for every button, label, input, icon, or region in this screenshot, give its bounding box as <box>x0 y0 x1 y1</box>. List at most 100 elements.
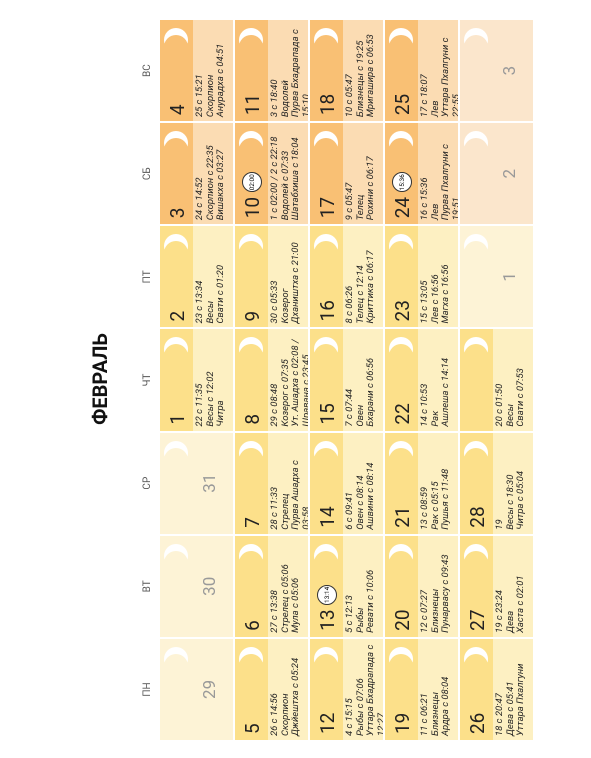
day-info: 9 с 05:47 Телец Рохини с 06:17 <box>343 123 379 224</box>
day-cell[interactable]: 4 25 с 15:21 Скорпион Анурадха с 04:51 <box>160 20 233 122</box>
day-number: 13 <box>316 609 339 631</box>
day-cell[interactable]: 25 17 с 18:07 Лев Уттара Пхалгуни с 22:55 <box>385 20 458 122</box>
info-line: 29 с 08:48 <box>269 383 280 427</box>
day-cell[interactable]: 20 с 01:50 Весы Свати с 07:53 <box>460 329 533 431</box>
day-cell[interactable]: 11 3 с 18:40 Водолей Пурва Бхадрапада с 15:… <box>235 20 308 122</box>
day-cell[interactable]: 27 19 с 23:24 Дева Хаста с 02:01 <box>460 535 533 637</box>
moon-icon <box>314 337 338 362</box>
info-line: Ашвини с 08:14 <box>365 462 376 530</box>
day-header: 16 <box>310 226 343 328</box>
day-header: 14 <box>310 432 343 534</box>
day-number: 18 <box>316 93 339 116</box>
info-line: 19 с 23:24 <box>494 590 505 633</box>
day-cell[interactable]: 17 9 с 05:47 Телец Рохини с 06:17 <box>310 123 383 225</box>
day-header: 7 <box>235 432 268 534</box>
day-number: 11 <box>241 93 264 116</box>
moon-icon <box>239 646 263 671</box>
day-cell[interactable]: 8 29 с 08:48 Козерог с 07:35 Ут. Ашадха с 0… <box>235 329 308 431</box>
day-number: 7 <box>241 517 264 528</box>
day-number: 19 <box>391 712 414 734</box>
day-info: 27 с 13:38 Стрелец с 05:06 Мула с 05:06 <box>268 536 304 637</box>
info-line: Уттара Пхалгуни <box>515 663 526 736</box>
day-cell[interactable]: 23 15 с 13:05 Лев с 16:56 Магха с 16:56 <box>385 226 458 328</box>
moon-icon <box>314 28 338 52</box>
day-info: 23 с 13:34 Весы Свати с 01:20 <box>193 226 229 327</box>
day-cell[interactable]: 19 11 с 06:21 Близнецы Ардра с 08:04 <box>385 638 458 740</box>
day-info: 6 с 09:41 Овен с 08:14 Ашвини с 08:14 <box>343 433 379 534</box>
info-line: 23 с 13:34 <box>194 280 205 324</box>
moon-icon <box>164 543 188 568</box>
day-cell[interactable]: 31 <box>160 432 233 534</box>
info-line: Рохини с 06:17 <box>365 156 376 221</box>
info-line: 19 <box>494 519 505 530</box>
info-line: 28 с 11:33 <box>269 486 280 530</box>
day-cell[interactable]: 29 <box>160 638 233 740</box>
day-cell[interactable]: 10 02:00 1 с 02:00 / 2 с 22:18 Водолей с 07… <box>235 123 308 225</box>
moon-icon <box>239 337 263 362</box>
info-line: Хаста с 02:01 <box>515 575 526 633</box>
day-cell[interactable]: 18 10 с 05:47 Близнецы с 19:25 Мригашира с … <box>310 20 383 122</box>
moon-icon <box>239 234 263 259</box>
day-cell[interactable]: 24 15:36 16 с 15:36 Лев Пурва Пхалгуни с 19:… <box>385 123 458 225</box>
day-cell[interactable]: 28 19 Весы с 18:30 Читра с 05:04 <box>460 432 533 534</box>
day-cell[interactable]: 2 <box>460 123 533 225</box>
day-cell[interactable]: 9 30 с 05:33 Козерог Дхаништха с 21:00 <box>235 226 308 328</box>
day-cell[interactable]: 5 26 с 14:56 Скорпион Джйештха с 05:24 <box>235 638 308 740</box>
info-line: 10 с 05:47 <box>344 74 355 118</box>
info-line: 7 с 07:44 <box>344 388 355 427</box>
info-line: 16 с 15:36 <box>419 177 430 221</box>
moon-icon <box>239 131 263 156</box>
day-cell[interactable]: 1 22 с 11:35 Весы с 12:02 Читра <box>160 329 233 431</box>
day-cell[interactable]: 26 18 с 20:47 Дева с 05:41 Уттара Пхалгуни <box>460 638 533 740</box>
day-info: 20 с 01:50 Весы Свати с 07:53 <box>493 329 529 430</box>
day-cell[interactable]: 30 <box>160 535 233 637</box>
moon-icon <box>164 234 188 259</box>
day-cell[interactable]: 16 8 с 06:26 Телец с 12:14 Криттика с 06:17 <box>310 226 383 328</box>
day-number: 24 <box>391 196 414 219</box>
info-line: Дхаништха с 21:00 <box>290 242 301 324</box>
day-number: 1 <box>500 272 520 282</box>
info-line: Магха с 16:56 <box>440 264 451 324</box>
day-cell[interactable]: 3 <box>460 20 533 122</box>
moon-icon <box>314 234 338 259</box>
day-number: 30 <box>200 576 220 596</box>
day-header: 22 <box>385 329 418 431</box>
day-info: 1 с 02:00 / 2 с 22:18 Водолей с 07:33 Шата… <box>268 123 304 224</box>
moon-icon <box>464 234 488 259</box>
moon-icon <box>464 337 488 362</box>
moon-icon <box>314 543 338 568</box>
day-cell[interactable]: 21 13 с 08:59 Рак с 05:15 Пушья с 11:48 <box>385 432 458 534</box>
weekday-label: СБ <box>142 167 153 181</box>
day-cell[interactable]: 13 13:14 5 с 12:13 Рыбы Ревати с 10:06 <box>310 535 383 637</box>
weekday-label: ПН <box>142 682 153 697</box>
day-info: 14 с 10:53 Рак Ашлеша с 14:14 <box>418 329 454 430</box>
day-number: 4 <box>166 104 189 116</box>
day-cell[interactable]: 14 6 с 09:41 Овен с 08:14 Ашвини с 08:14 <box>310 432 383 534</box>
day-cell[interactable]: 2 23 с 13:34 Весы Свати с 01:20 <box>160 226 233 328</box>
info-line: 9 с 05:47 <box>344 182 355 221</box>
day-header: 13 13:14 <box>310 535 343 637</box>
moon-icon <box>164 131 188 156</box>
info-line: Пурва Пхалгуни с 19:51 <box>440 144 458 221</box>
day-header: 1 <box>160 329 193 431</box>
time-badge: 15:36 <box>392 172 412 193</box>
day-cell[interactable]: 7 28 с 11:33 Стрелец Пурва Ашадха с 03:58 <box>235 432 308 534</box>
day-header: 27 <box>460 535 493 637</box>
day-number: 25 <box>391 93 414 116</box>
day-cell[interactable]: 3 24 с 14:52 Скорпион с 22:35 Вишакха с 03:… <box>160 123 233 225</box>
info-line: Анурадха с 04:51 <box>215 43 226 118</box>
info-line: 12 с 07:27 <box>419 590 430 633</box>
day-header <box>460 20 493 121</box>
moon-icon <box>164 440 188 465</box>
day-cell[interactable]: 20 12 с 07:27 Близнецы Пунарвасу с 09:43 <box>385 535 458 637</box>
day-header: 20 <box>385 535 418 637</box>
day-cell[interactable]: 22 14 с 10:53 Рак Ашлеша с 14:14 <box>385 329 458 431</box>
day-cell[interactable]: 6 27 с 13:38 Стрелец с 05:06 Мула с 05:06 <box>235 535 308 637</box>
day-info: 4 с 15:15 Рыбы с 07:06 Уттара Бхадрапада с… <box>343 639 383 740</box>
day-header <box>460 329 493 431</box>
day-cell[interactable]: 12 4 с 15:15 Рыбы с 07:06 Уттара Бхадрапада… <box>310 638 383 740</box>
day-cell[interactable]: 15 7 с 07:44 Овен Бхарани с 06:56 <box>310 329 383 431</box>
info-line: Ревати с 10:06 <box>365 569 376 633</box>
day-cell[interactable]: 1 <box>460 226 533 328</box>
